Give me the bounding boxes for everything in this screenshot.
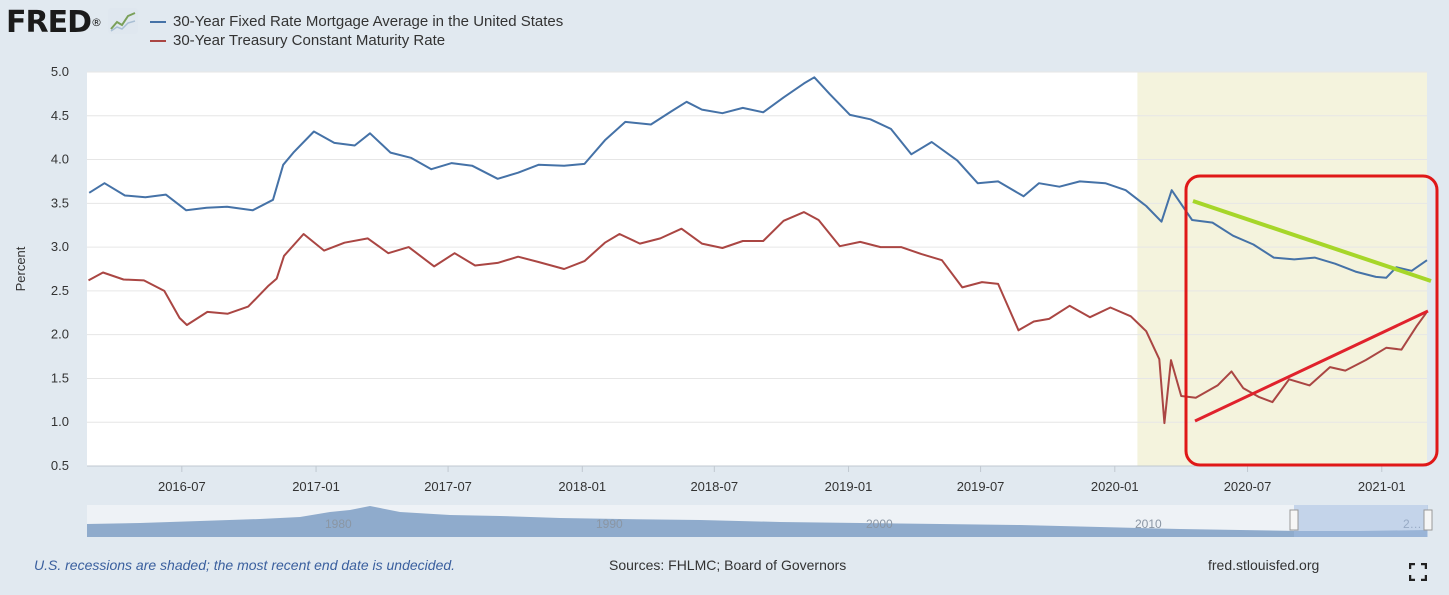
y-tick-label: 5.0 xyxy=(51,64,69,79)
y-tick-label: 2.0 xyxy=(51,327,69,342)
y-tick-label: 4.5 xyxy=(51,108,69,123)
navigator-label-1990: 1990 xyxy=(596,517,623,531)
navigator-label-1980: 1980 xyxy=(325,517,352,531)
site-url[interactable]: fred.stlouisfed.org xyxy=(1208,557,1320,573)
y-tick-label: 3.0 xyxy=(51,239,69,254)
legend-label-mortgage: 30-Year Fixed Rate Mortgage Average in t… xyxy=(173,13,564,30)
navigator-series xyxy=(87,506,1427,537)
legend-swatch-treasury xyxy=(150,39,166,42)
recession-shading xyxy=(1137,72,1427,466)
navigator-handle-right[interactable] xyxy=(1423,509,1433,531)
sources-text: Sources: FHLMC; Board of Governors xyxy=(609,557,847,573)
series-line-treasury xyxy=(88,211,1428,425)
x-tick-label: 2017-07 xyxy=(424,479,472,494)
y-tick-label: 3.5 xyxy=(51,195,69,210)
x-tick-label: 2021-01 xyxy=(1358,479,1406,494)
legend-label-treasury: 30-Year Treasury Constant Maturity Rate xyxy=(173,32,446,49)
y-axis-ticks: 0.5 1.0 1.5 2.0 2.5 3.0 3.5 4.0 4.5 5.0 xyxy=(51,64,69,473)
navigator-handle-left[interactable] xyxy=(1289,509,1299,531)
y-tick-label: 2.5 xyxy=(51,283,69,298)
logo-text: FRED xyxy=(6,5,92,40)
x-tick-label: 2018-07 xyxy=(690,479,738,494)
legend-item-mortgage[interactable]: 30-Year Fixed Rate Mortgage Average in t… xyxy=(150,13,563,30)
fred-logo[interactable]: FRED® xyxy=(6,5,102,40)
x-tick-label: 2018-01 xyxy=(558,479,606,494)
x-tick-label: 2016-07 xyxy=(158,479,206,494)
x-tick-label: 2019-07 xyxy=(957,479,1005,494)
y-tick-label: 4.0 xyxy=(51,152,69,167)
legend-swatch-mortgage xyxy=(150,20,166,23)
y-tick-label: 0.5 xyxy=(51,458,69,473)
series-lines xyxy=(88,76,1428,425)
recession-note: U.S. recessions are shaded; the most rec… xyxy=(34,557,456,573)
y-tick-label: 1.0 xyxy=(51,414,69,429)
green-trend-line xyxy=(1192,199,1432,283)
x-axis-ticks: 2016-07 2017-01 2017-07 2018-01 2018-07 2019-… xyxy=(87,465,1427,494)
recession-band-0 xyxy=(1137,72,1427,466)
fullscreen-icon[interactable] xyxy=(1409,563,1427,581)
x-tick-label: 2020-07 xyxy=(1224,479,1272,494)
range-navigator[interactable]: 1980 1990 2000 2010 2… xyxy=(87,505,1433,537)
navigator-label-2000: 2000 xyxy=(866,517,893,531)
navigator-label-2010: 2010 xyxy=(1135,517,1162,531)
logo-registered-mark: ® xyxy=(91,16,102,29)
legend-item-treasury[interactable]: 30-Year Treasury Constant Maturity Rate xyxy=(150,32,445,49)
y-axis-label: Percent xyxy=(13,246,28,291)
x-tick-label: 2019-01 xyxy=(825,479,873,494)
navigator-selection[interactable] xyxy=(1294,505,1428,537)
series-line-mortgage xyxy=(88,76,1428,279)
chart-line-icon xyxy=(108,8,138,34)
y-tick-label: 1.5 xyxy=(51,370,69,385)
x-tick-label: 2017-01 xyxy=(292,479,340,494)
red-trend-line xyxy=(1194,309,1429,423)
x-tick-label: 2020-01 xyxy=(1091,479,1139,494)
annotation-box xyxy=(1184,174,1439,467)
